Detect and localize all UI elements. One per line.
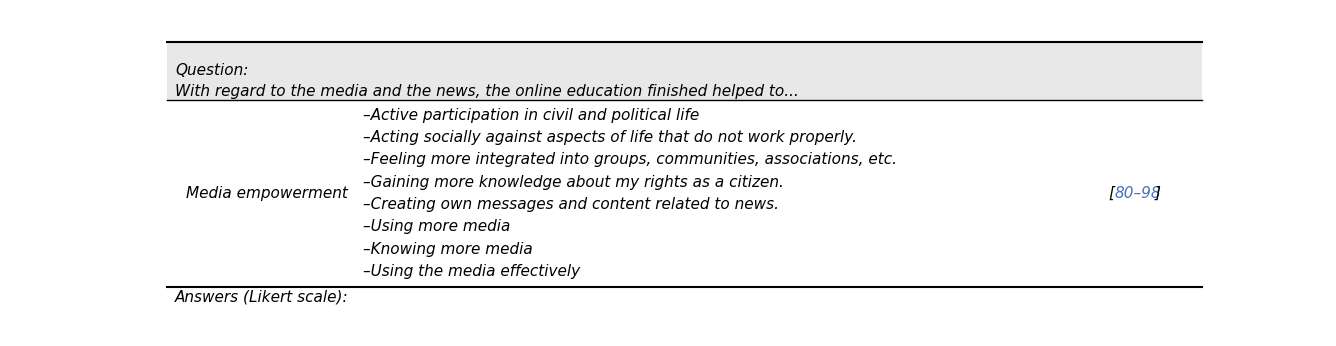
Text: ]: ]	[1154, 186, 1160, 201]
Bar	[167, 42, 1202, 100]
Text: –Using more media: –Using more media	[362, 219, 510, 234]
Text: 80–98: 80–98	[1116, 186, 1161, 201]
Text: –Acting socially against aspects of life that do not work properly.: –Acting socially against aspects of life…	[362, 130, 856, 145]
Text: Media empowerment: Media empowerment	[186, 186, 347, 201]
Text: –Using the media effectively: –Using the media effectively	[362, 264, 580, 279]
Text: –Gaining more knowledge about my rights as a citizen.: –Gaining more knowledge about my rights …	[362, 175, 784, 190]
Text: [: [	[1109, 186, 1114, 201]
Text: –Knowing more media: –Knowing more media	[362, 242, 533, 257]
Text: Question:: Question:	[175, 63, 248, 78]
Text: –Active participation in civil and political life: –Active participation in civil and polit…	[362, 108, 699, 123]
Text: –Creating own messages and content related to news.: –Creating own messages and content relat…	[362, 197, 779, 212]
Text: –Feeling more integrated into groups, communities, associations, etc.: –Feeling more integrated into groups, co…	[362, 152, 896, 167]
Text: Answers (Likert scale):: Answers (Likert scale):	[175, 290, 349, 305]
Text: With regard to the media and the news, the online education finished helped to..: With regard to the media and the news, t…	[175, 84, 799, 99]
